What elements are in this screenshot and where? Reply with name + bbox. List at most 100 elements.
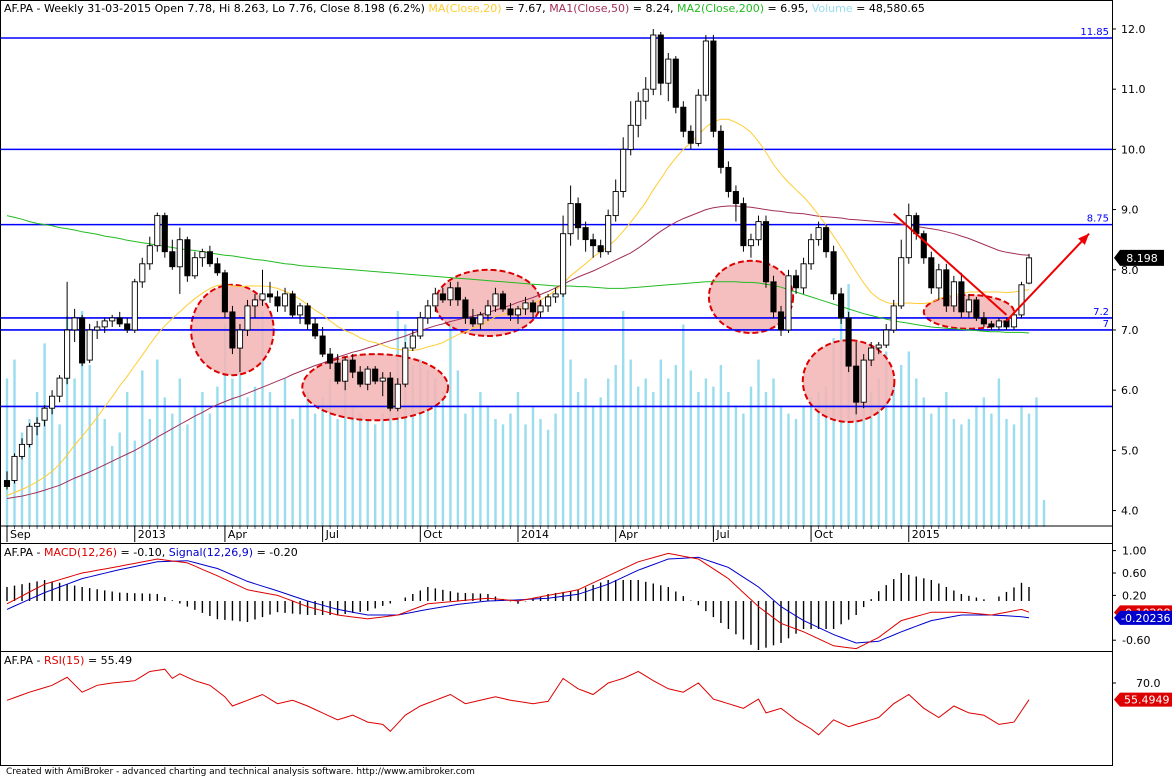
title-segment: MA(Close,20) — [428, 2, 501, 15]
candle-body — [139, 263, 146, 283]
candle-body — [424, 305, 431, 319]
candle-body — [898, 257, 905, 307]
candle-body — [875, 344, 882, 349]
rsi-tick-label: 70.0 — [1136, 677, 1161, 690]
candle-body — [755, 221, 762, 241]
title-segment: Volume — [812, 2, 853, 15]
candle-body — [777, 311, 785, 331]
candle-body — [477, 314, 484, 325]
volume-bar — [561, 270, 565, 527]
candle-body — [590, 239, 597, 247]
title-segment: = 48,580.65 — [853, 2, 925, 15]
candle-body — [184, 239, 191, 277]
volume-bar — [374, 424, 377, 527]
candle-body — [11, 455, 18, 481]
volume-bar — [644, 378, 647, 527]
candle-body — [995, 320, 1002, 328]
volume-bar — [404, 324, 407, 527]
candle-body — [830, 251, 837, 295]
candle-body — [717, 130, 724, 168]
volume-bar — [892, 386, 895, 527]
volume-bar — [1042, 500, 1046, 527]
candle-body — [665, 58, 672, 84]
volume-bar — [449, 316, 452, 527]
macd-tick-label: 0.20 — [1122, 589, 1147, 602]
candle-body — [417, 317, 424, 337]
volume-bar — [494, 419, 497, 527]
date-label: Oct — [814, 528, 834, 541]
volume-bar — [802, 405, 805, 527]
candle-body — [86, 329, 93, 361]
title-segment: AF.PA - — [4, 546, 44, 559]
volume-bar — [576, 392, 580, 527]
volume-bar — [622, 311, 625, 527]
volume-bar — [509, 413, 512, 527]
candle-body — [94, 326, 101, 331]
candle-body — [484, 305, 491, 316]
volume-bar — [65, 316, 69, 527]
candle-body — [605, 215, 612, 253]
date-label: 2014 — [521, 528, 549, 541]
candle-body — [214, 263, 221, 274]
candle-body — [545, 296, 552, 307]
volume-bar — [930, 413, 933, 527]
volume-bar — [885, 351, 888, 527]
rsi-line — [6, 668, 1030, 736]
volume-bar — [456, 370, 460, 527]
date-label: Apr — [228, 528, 248, 541]
volume-bar — [389, 386, 392, 527]
candle-body — [402, 347, 409, 385]
last-price-label: 8.198 — [1126, 252, 1158, 265]
volume-bar — [584, 378, 587, 527]
volume-bar — [231, 378, 234, 527]
macd-tick-label: 0.60 — [1122, 567, 1147, 580]
macd-line — [6, 552, 1030, 650]
price-axis: 4.0 5.0 6.0 7.0 8.0 9.0 10.0 11.0 12.0 8.198 — [1112, 23, 1164, 518]
candle-body — [312, 323, 319, 337]
volume-bar — [156, 359, 159, 527]
candle-body — [740, 203, 747, 247]
volume-bar — [975, 405, 978, 527]
candle-body — [1003, 320, 1010, 328]
candle-body — [890, 305, 897, 331]
volume-bar — [817, 392, 820, 527]
candle-body — [281, 293, 289, 307]
candle-body — [334, 362, 341, 382]
horizontal-levels: 11.85 8.75 7.27 — [1, 27, 1112, 408]
volume-bar — [43, 343, 46, 527]
candle-body — [79, 317, 86, 364]
volume-bar — [328, 378, 332, 527]
macd-tick-label: 1.00 — [1122, 545, 1147, 558]
volume-bar — [291, 419, 294, 527]
rsi-panel: 70.0 55.4949 AF.PA - RSI(15) = 55.49 — [0, 651, 1172, 766]
volume-bar — [1020, 405, 1023, 527]
volume-bar — [787, 413, 790, 527]
rsi-last-value-box — [1114, 692, 1172, 707]
date-label: Jul — [715, 528, 729, 541]
last-price-box — [1114, 249, 1164, 266]
candle-body — [635, 100, 642, 126]
volume-bar — [794, 419, 798, 527]
volume-bar — [344, 370, 347, 527]
volume-bar — [28, 419, 31, 527]
candle-body — [492, 293, 499, 307]
candle-body — [1018, 284, 1025, 316]
volume-bar — [471, 405, 475, 527]
candle-body — [868, 347, 875, 361]
volume-bar — [742, 413, 745, 527]
candle-body — [357, 371, 364, 385]
volume-bar — [208, 413, 212, 527]
candle-body — [582, 227, 589, 241]
rsi-axis: 70.0 55.4949 — [1112, 677, 1172, 707]
candle-body — [432, 293, 439, 307]
candle-body — [642, 88, 649, 102]
volume-bar — [464, 413, 467, 527]
volume-bar — [50, 405, 54, 527]
date-label: Oct — [423, 528, 443, 541]
volume-bar — [870, 392, 873, 527]
level-label: 8.75 — [1087, 214, 1109, 225]
candle-body — [154, 215, 161, 247]
price-panel: 11.85 8.75 7.27 4.0 5.0 6.0 7.0 8.0 9.0 10.0 11.0… — [0, 0, 1164, 544]
volume-bar — [238, 370, 242, 527]
